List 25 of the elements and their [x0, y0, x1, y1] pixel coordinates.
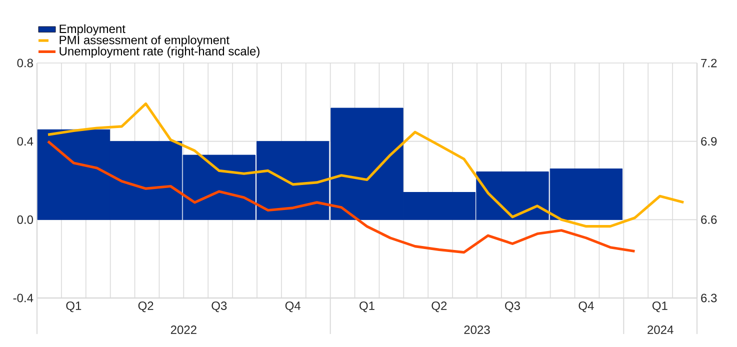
- x-tick-label: Q1: [360, 302, 374, 312]
- x-tick-label: Q1: [652, 302, 668, 312]
- text: 2024: [648, 326, 674, 334]
- x-tick-label: Q1: [66, 302, 82, 312]
- y-tick-label: -0.4: [13, 294, 34, 302]
- text: 2023: [464, 326, 490, 334]
- y2-tick-label: 6.3: [701, 294, 717, 302]
- legend-label: Employment: [60, 24, 126, 36]
- x-tick-label: Q3: [505, 302, 520, 312]
- y-tick-label: 0.4: [17, 137, 34, 146]
- y-tick-label: 0.0: [17, 215, 34, 224]
- y2-tick-label: 6.6: [701, 215, 717, 224]
- x-tick-label: Q2: [138, 302, 154, 312]
- x-tick-label: Q4: [578, 302, 594, 312]
- line-series: [46, 140, 636, 254]
- text: 2022: [170, 326, 196, 334]
- y-tick-label: 0.8: [17, 58, 33, 68]
- x-tick-label: Q2: [432, 302, 447, 312]
- x-tick-label: Q4: [285, 302, 301, 312]
- legend-label: Unemployment rate (right-hand scale): [60, 46, 260, 58]
- line-series: [46, 102, 685, 228]
- y2-tick-label: 7.2: [701, 58, 717, 68]
- x-tick-label: Q3: [212, 302, 227, 312]
- legend-label: PMI assessment of employment: [60, 35, 230, 47]
- y2-tick-label: 6.9: [701, 137, 717, 146]
